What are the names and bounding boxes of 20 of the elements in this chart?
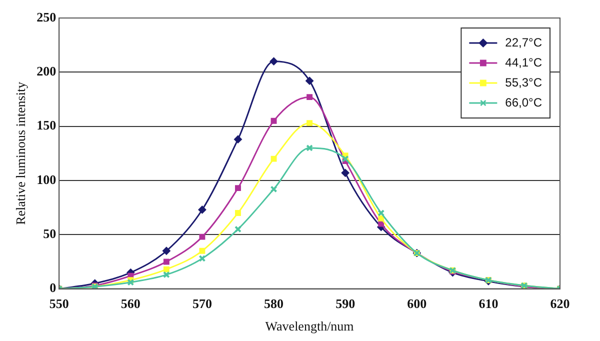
y-axis-title: Relative luminous intensity (13, 81, 28, 225)
legend-label: 55,3°C (505, 75, 542, 90)
x-tick-label: 550 (49, 296, 69, 311)
y-tick-label: 150 (36, 118, 56, 133)
x-axis-title: Wavelength/num (265, 318, 354, 334)
legend-label: 44,1°C (505, 55, 542, 70)
y-tick-label: 0 (50, 280, 56, 296)
legend-label: 22,7°C (505, 35, 542, 50)
y-tick-label: 200 (36, 64, 56, 79)
x-tick-label: 560 (120, 296, 140, 311)
legend-label: 66,0°C (505, 95, 542, 110)
y-tick-label: 100 (36, 172, 56, 187)
y-tick-label: 50 (43, 226, 56, 241)
x-tick-label: 580 (264, 296, 284, 311)
x-tick-label: 600 (407, 296, 427, 311)
x-tick-label: 570 (192, 296, 212, 311)
x-tick-label: 610 (478, 296, 498, 311)
y-tick-label: 250 (36, 9, 56, 24)
x-tick-label: 620 (550, 296, 570, 311)
x-tick-label: 590 (336, 296, 356, 311)
